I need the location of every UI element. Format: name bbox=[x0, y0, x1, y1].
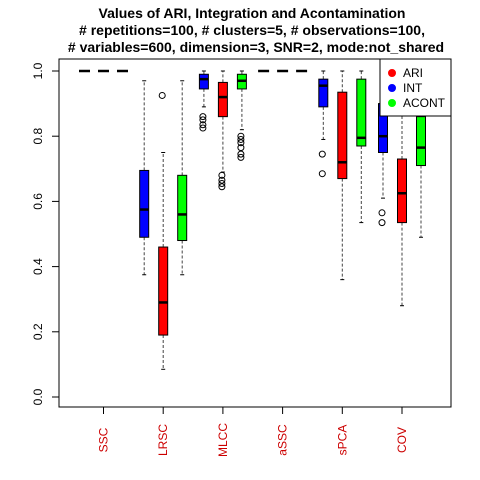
plot-area: 0.0 0.2 0.4 0.6 0.8 1.0 SSC LRSC MLCC aSSC sPCA COV bbox=[31, 58, 452, 457]
outlier-point bbox=[237, 144, 245, 152]
outlier-point bbox=[199, 121, 207, 129]
box-rect bbox=[158, 246, 169, 336]
chart-title-line-1: Values of ARI, Integration and Acontamin… bbox=[99, 5, 406, 21]
legend-marker-ari bbox=[388, 69, 396, 77]
category-label-assc: aSSC bbox=[276, 424, 290, 456]
legend-label-acont: ACONT bbox=[403, 96, 446, 110]
outlier-point bbox=[218, 176, 226, 184]
outlier-point bbox=[218, 171, 226, 179]
outlier-point bbox=[318, 150, 326, 158]
box-rect bbox=[217, 81, 228, 118]
box-ari-mlcc bbox=[217, 70, 228, 191]
outlier-point bbox=[199, 116, 207, 124]
box-rect bbox=[198, 73, 209, 90]
outlier-point bbox=[237, 132, 245, 140]
y-tick-label: 0.8 bbox=[31, 128, 45, 145]
outlier-point bbox=[237, 153, 245, 161]
box-ari-lrsc bbox=[158, 91, 169, 370]
box-ari-spca bbox=[337, 70, 348, 281]
y-tick-label: 1.0 bbox=[31, 62, 45, 79]
y-tick-label: 0.6 bbox=[31, 193, 45, 210]
outlier-point bbox=[158, 91, 166, 99]
box-rect bbox=[337, 91, 348, 180]
box-int-mlcc bbox=[198, 70, 209, 132]
chart-title-line-3: # variables=600, dimension=3, SNR=2, mod… bbox=[68, 39, 444, 55]
category-label-cov: COV bbox=[395, 427, 409, 453]
y-tick-label: 0.2 bbox=[31, 323, 45, 340]
chart-title: Values of ARI, Integration and Acontamin… bbox=[68, 5, 444, 55]
box-rect bbox=[177, 174, 188, 242]
box-acont-lrsc bbox=[177, 80, 188, 276]
box-rect bbox=[139, 169, 150, 238]
box-rect bbox=[318, 78, 329, 108]
outlier-point bbox=[378, 209, 386, 217]
legend-marker-int bbox=[388, 84, 396, 92]
outlier-point bbox=[218, 179, 226, 187]
plot-frame bbox=[58, 58, 452, 408]
outlier-point bbox=[218, 183, 226, 191]
legend-label-ari: ARI bbox=[403, 66, 423, 80]
box-int-spca bbox=[318, 70, 329, 178]
category-label-spca: sPCA bbox=[335, 425, 349, 456]
category-label-mlcc: MLCC bbox=[216, 423, 230, 457]
outlier-point bbox=[237, 139, 245, 147]
box-acont-spca bbox=[356, 70, 367, 224]
outlier-point bbox=[237, 135, 245, 143]
outlier-point bbox=[378, 219, 386, 227]
legend-label-int: INT bbox=[403, 81, 423, 95]
box-rect bbox=[416, 116, 426, 167]
chart-title-line-2: # repetitions=100, # clusters=5, # obser… bbox=[79, 22, 425, 38]
box-int-lrsc bbox=[139, 80, 150, 276]
category-label-lrsc: LRSC bbox=[156, 424, 170, 456]
category-label-ssc: SSC bbox=[97, 427, 111, 452]
legend-marker-acont bbox=[388, 99, 396, 107]
outlier-point bbox=[199, 113, 207, 121]
outlier-point bbox=[237, 150, 245, 158]
box-rect bbox=[356, 78, 367, 147]
outlier-point bbox=[318, 170, 326, 178]
box-acont-mlcc bbox=[236, 70, 247, 161]
box-rect bbox=[397, 158, 407, 224]
y-tick-label: 0.0 bbox=[31, 388, 45, 405]
outlier-point bbox=[199, 124, 207, 132]
y-tick-label: 0.4 bbox=[31, 258, 45, 275]
box-ari-cov bbox=[397, 73, 407, 307]
